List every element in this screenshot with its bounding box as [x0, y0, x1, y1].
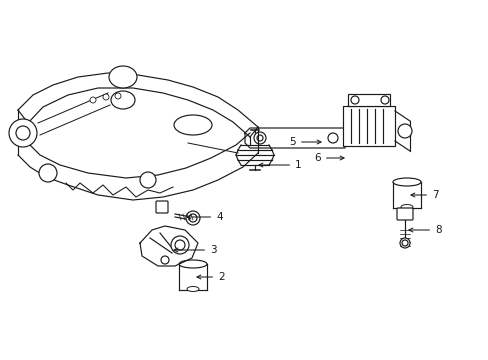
- Circle shape: [399, 238, 409, 248]
- Bar: [342, 106, 394, 146]
- Circle shape: [350, 96, 358, 104]
- Circle shape: [397, 124, 411, 138]
- Ellipse shape: [392, 178, 420, 186]
- Circle shape: [9, 119, 37, 147]
- Text: 8: 8: [408, 225, 441, 235]
- Polygon shape: [244, 128, 346, 148]
- Ellipse shape: [109, 66, 137, 88]
- Ellipse shape: [111, 91, 135, 109]
- Text: 3: 3: [174, 245, 216, 255]
- Circle shape: [253, 132, 265, 144]
- Polygon shape: [140, 226, 198, 266]
- FancyBboxPatch shape: [396, 208, 412, 220]
- Text: 4: 4: [186, 212, 222, 222]
- Circle shape: [90, 97, 96, 103]
- Circle shape: [39, 164, 57, 182]
- Ellipse shape: [400, 204, 412, 210]
- Circle shape: [161, 256, 169, 264]
- Text: 6: 6: [314, 153, 344, 163]
- Text: 7: 7: [410, 190, 438, 200]
- Ellipse shape: [174, 115, 212, 135]
- Ellipse shape: [179, 260, 206, 268]
- Circle shape: [140, 172, 156, 188]
- Circle shape: [185, 211, 200, 225]
- Text: 1: 1: [259, 160, 301, 170]
- FancyBboxPatch shape: [156, 201, 168, 213]
- Circle shape: [103, 94, 109, 100]
- Text: 5: 5: [289, 137, 321, 147]
- Circle shape: [327, 133, 337, 143]
- Ellipse shape: [186, 287, 199, 292]
- Circle shape: [171, 236, 189, 254]
- Circle shape: [380, 96, 388, 104]
- Bar: [347, 94, 389, 106]
- Text: 2: 2: [197, 272, 224, 282]
- Circle shape: [115, 93, 121, 99]
